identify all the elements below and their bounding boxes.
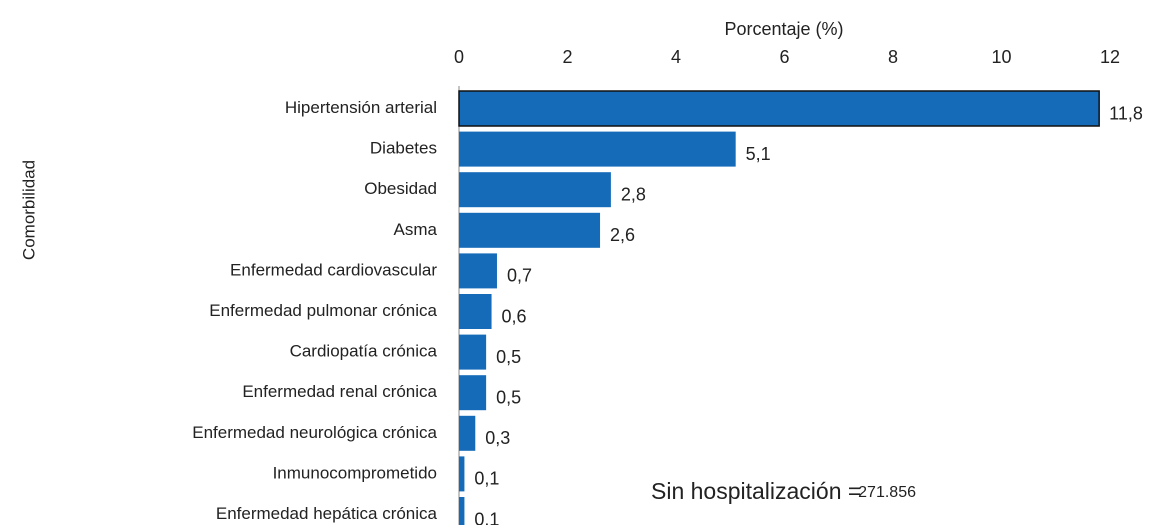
y-tick-label: Enfermedad hepática crónica	[216, 504, 438, 523]
value-label: 0,7	[507, 266, 532, 286]
y-tick-label: Enfermedad neurológica crónica	[192, 423, 437, 442]
x-axis-label: Porcentaje (%)	[724, 19, 843, 39]
x-tick-label: 10	[991, 47, 1011, 67]
bar	[459, 131, 736, 167]
x-tick-label: 4	[671, 47, 681, 67]
y-tick-label: Diabetes	[370, 139, 437, 158]
value-label: 0,5	[496, 387, 521, 407]
value-label: 0,1	[474, 509, 499, 525]
value-label: 2,8	[621, 184, 646, 204]
bar	[459, 253, 497, 289]
annotation: 271.856	[858, 484, 916, 501]
y-tick-label: Asma	[394, 220, 438, 239]
y-tick-label: Inmunocomprometido	[273, 463, 437, 482]
x-tick-label: 12	[1100, 47, 1120, 67]
bar	[459, 415, 476, 451]
bar	[459, 172, 611, 208]
value-label: 0,6	[502, 306, 527, 326]
bar	[459, 212, 601, 248]
bar	[459, 497, 465, 525]
bar	[458, 90, 1100, 127]
bar	[459, 456, 465, 492]
y-axis-label: Comorbilidad	[19, 160, 38, 260]
value-label: 0,1	[474, 469, 499, 489]
bar	[459, 334, 487, 370]
value-label: 0,3	[485, 428, 510, 448]
bar	[459, 375, 487, 411]
y-tick-label: Hipertensión arterial	[285, 98, 437, 117]
value-label: 2,6	[610, 225, 635, 245]
annotation: Sin hospitalización =	[651, 478, 861, 504]
y-tick-label: Enfermedad renal crónica	[242, 382, 437, 401]
x-tick-label: 6	[779, 47, 789, 67]
x-tick-label: 8	[888, 47, 898, 67]
y-tick-label: Enfermedad pulmonar crónica	[209, 301, 437, 320]
value-label: 11,8	[1109, 103, 1143, 123]
value-label: 0,5	[496, 347, 521, 367]
bar	[459, 294, 492, 329]
y-tick-label: Cardiopatía crónica	[290, 342, 438, 361]
y-tick-label: Enfermedad cardiovascular	[230, 260, 437, 279]
x-tick-label: 2	[562, 47, 572, 67]
value-label: 5,1	[746, 144, 771, 164]
y-tick-label: Obesidad	[364, 179, 437, 198]
x-tick-label: 0	[454, 47, 464, 67]
